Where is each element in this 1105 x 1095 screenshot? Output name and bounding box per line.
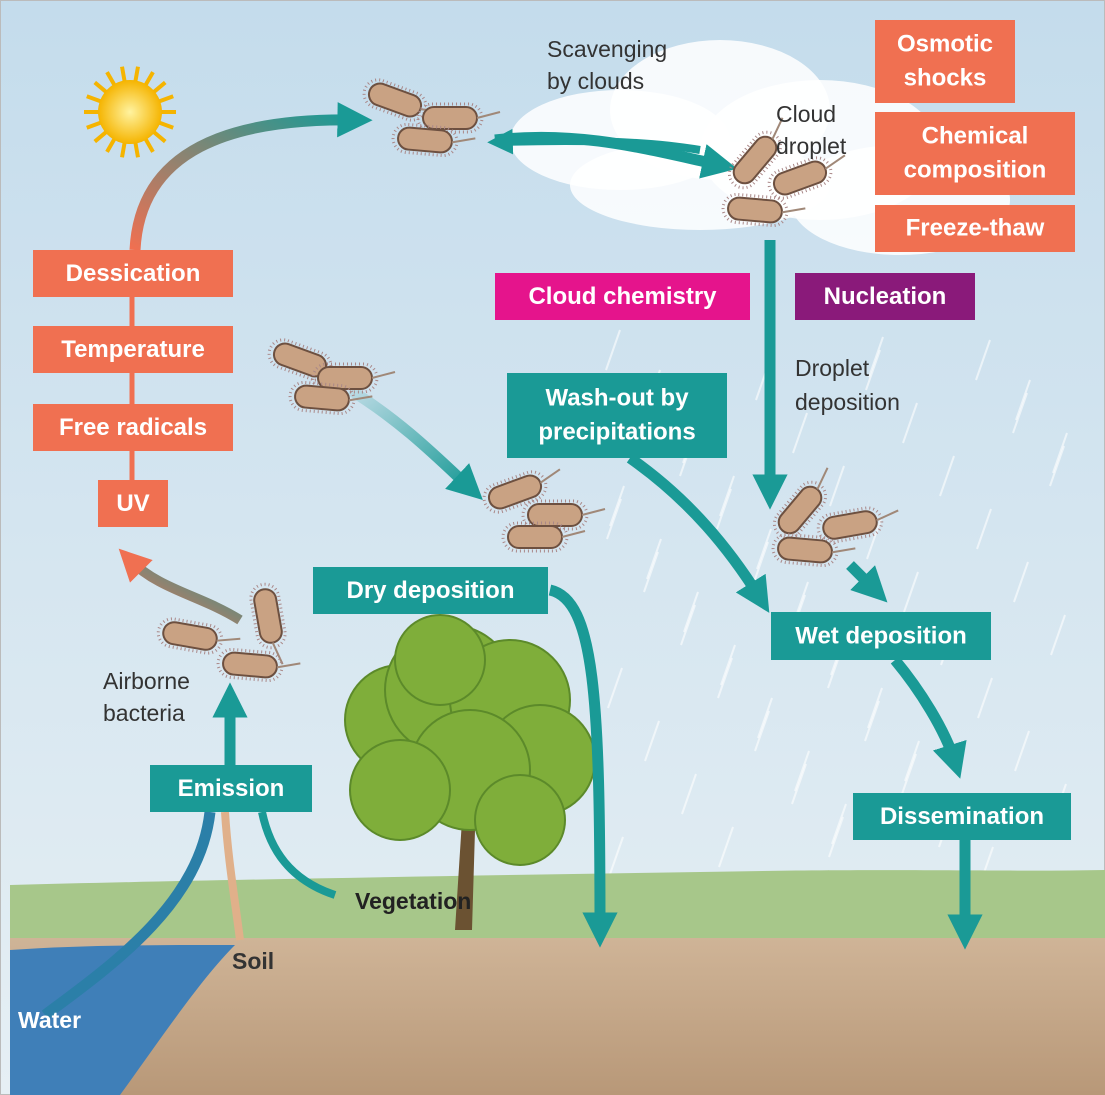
sun-ray bbox=[135, 67, 138, 83]
label-line: Airborne bbox=[103, 668, 190, 694]
cloud-stressor-line: Chemical bbox=[922, 123, 1029, 150]
atmosphere-stressor: Temperature bbox=[61, 336, 205, 363]
tree-foliage bbox=[395, 615, 485, 705]
label: Soil bbox=[232, 948, 274, 974]
process-line: Wash-out by bbox=[545, 385, 689, 412]
label-line: Droplet bbox=[795, 355, 870, 381]
page: Dessication Temperature Free radicals UV Osm… bbox=[0, 0, 1105, 1095]
atmosphere-stressor: Dessication bbox=[66, 260, 201, 287]
sun-ray bbox=[122, 142, 125, 158]
cloud-stressor-line: composition bbox=[904, 157, 1047, 184]
cloud-factor: Nucleation bbox=[824, 283, 947, 310]
bacterium-body bbox=[222, 652, 278, 679]
bacterium-body bbox=[508, 526, 562, 548]
process: Emission bbox=[178, 775, 285, 802]
bacterium-body bbox=[528, 504, 582, 526]
bacterium-body bbox=[777, 537, 833, 564]
tree-foliage bbox=[475, 775, 565, 865]
atmosphere-stressor: UV bbox=[116, 490, 149, 517]
cloud-stressor-line: Osmotic bbox=[897, 31, 993, 58]
diagram: Dessication Temperature Free radicals UV Osm… bbox=[0, 0, 1105, 1095]
process: Dissemination bbox=[880, 803, 1044, 830]
bacterium-body bbox=[423, 107, 477, 129]
label-line: bacteria bbox=[103, 700, 185, 726]
sun bbox=[98, 80, 162, 144]
label-line: deposition bbox=[795, 389, 900, 415]
cloud-stressor-line: shocks bbox=[904, 65, 987, 92]
process-line: precipitations bbox=[538, 419, 695, 446]
bacterium-body bbox=[294, 385, 350, 412]
label-line: droplet bbox=[776, 133, 847, 159]
sun-ray bbox=[135, 142, 138, 158]
process: Dry deposition bbox=[346, 577, 514, 604]
bacterium-body bbox=[727, 197, 783, 224]
process: Wet deposition bbox=[795, 622, 967, 649]
atmosphere-stressor: Free radicals bbox=[59, 414, 207, 441]
cloud-stressor-line: Freeze-thaw bbox=[906, 215, 1045, 242]
label-line: by clouds bbox=[547, 68, 644, 94]
cloud-factor: Cloud chemistry bbox=[528, 283, 717, 310]
label-line: Scavenging bbox=[547, 36, 667, 62]
bacterium-body bbox=[318, 367, 372, 389]
label-line: Cloud bbox=[776, 101, 836, 127]
bacterium-body bbox=[397, 127, 453, 154]
tree-foliage bbox=[350, 740, 450, 840]
sun-ray bbox=[122, 67, 125, 83]
label: Vegetation bbox=[355, 888, 471, 914]
label: Water bbox=[18, 1007, 81, 1033]
cloud-stressor: Freeze-thaw bbox=[906, 215, 1045, 242]
